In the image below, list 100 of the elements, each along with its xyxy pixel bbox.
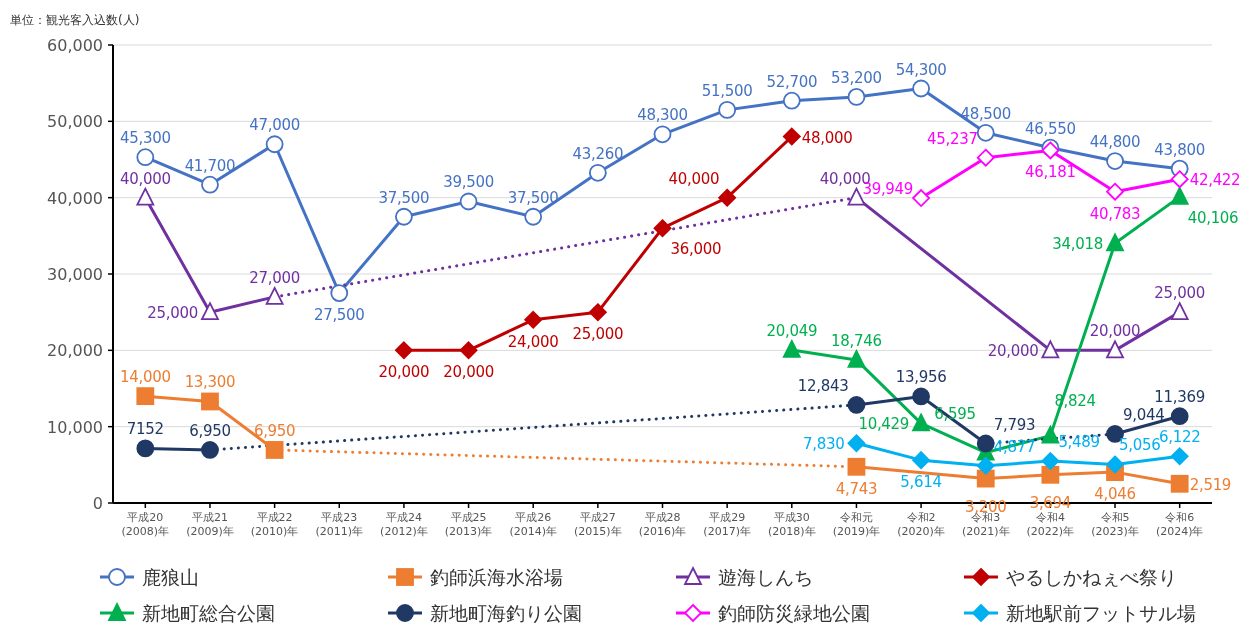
data-label: 40,106 bbox=[1187, 208, 1239, 227]
data-label: 13,300 bbox=[184, 373, 236, 392]
point bbox=[912, 413, 930, 432]
y-tick-label: 0 bbox=[92, 494, 103, 513]
data-label: 47,000 bbox=[249, 116, 300, 135]
data-label: 45,237 bbox=[927, 129, 978, 148]
data-label: 34,018 bbox=[1052, 235, 1104, 254]
point bbox=[782, 91, 801, 110]
y-tick-label: 60,000 bbox=[47, 36, 103, 55]
data-label: 12,843 bbox=[797, 376, 849, 395]
point bbox=[1106, 182, 1124, 201]
point bbox=[1170, 302, 1189, 321]
point bbox=[201, 302, 219, 321]
data-label: 9,044 bbox=[1123, 405, 1165, 424]
data-label: 4,046 bbox=[1094, 485, 1136, 504]
x-tick-label: 平成22 (2010)年 bbox=[250, 511, 299, 538]
point bbox=[265, 287, 284, 305]
point bbox=[524, 207, 543, 226]
point bbox=[1041, 340, 1060, 359]
y-tick-label: 10,000 bbox=[47, 417, 103, 437]
point bbox=[1106, 340, 1124, 359]
point bbox=[912, 189, 930, 207]
point bbox=[1041, 465, 1060, 484]
data-label: 40,783 bbox=[1089, 204, 1141, 223]
x-tick-label: 令和4 (2022)年 bbox=[1026, 511, 1075, 538]
point bbox=[136, 439, 155, 458]
data-label: 46,550 bbox=[1025, 119, 1076, 138]
point bbox=[588, 163, 607, 182]
data-label: 51,500 bbox=[701, 81, 753, 100]
legend-label: 鹿狼山 bbox=[142, 566, 199, 588]
data-label: 5,489 bbox=[1058, 433, 1100, 452]
point bbox=[1170, 474, 1189, 493]
data-label: 6,950 bbox=[253, 421, 296, 440]
point bbox=[718, 188, 737, 207]
x-tick-label: 平成23 (2011)年 bbox=[315, 511, 364, 538]
point bbox=[136, 148, 155, 167]
point bbox=[912, 79, 930, 98]
legend-label: 新地駅前フットサル場 bbox=[1006, 602, 1196, 624]
y-axis-title: 単位：観光客入込数(人) bbox=[10, 13, 140, 27]
data-label: 6,950 bbox=[189, 421, 231, 440]
point bbox=[976, 123, 995, 142]
x-tick-label: 令和2 (2020)年 bbox=[897, 511, 945, 538]
point bbox=[912, 451, 930, 470]
data-label: 52,700 bbox=[766, 72, 818, 91]
data-label: 25,000 bbox=[147, 304, 198, 323]
data-label: 48,300 bbox=[637, 106, 688, 125]
data-label: 46,181 bbox=[1025, 163, 1076, 182]
point bbox=[653, 125, 672, 144]
y-tick-label: 30,000 bbox=[47, 265, 103, 284]
data-label: 5,614 bbox=[900, 473, 942, 492]
point bbox=[395, 207, 413, 226]
data-label: 27,500 bbox=[313, 306, 365, 325]
y-tick-label: 40,000 bbox=[47, 188, 103, 208]
data-label: 24,000 bbox=[507, 332, 559, 351]
data-label: 2,519 bbox=[1189, 475, 1232, 494]
x-tick-label: 平成20 (2008)年 bbox=[121, 511, 170, 538]
point bbox=[718, 100, 737, 119]
data-label: 20,000 bbox=[1089, 322, 1141, 341]
point bbox=[1170, 170, 1189, 189]
point bbox=[524, 310, 543, 329]
legend-label: 釣師浜海水浴場 bbox=[430, 566, 563, 588]
x-tick-label: 平成21 (2009)年 bbox=[186, 511, 234, 538]
x-tick-label: 令和6 (2024)年 bbox=[1155, 511, 1204, 538]
point bbox=[847, 396, 866, 414]
data-label: 40,000 bbox=[668, 169, 720, 188]
data-label: 48,000 bbox=[801, 128, 853, 147]
data-label: 14,000 bbox=[119, 368, 171, 387]
data-label: 20,000 bbox=[987, 342, 1039, 361]
data-label: 37,500 bbox=[378, 188, 430, 207]
data-label: 25,000 bbox=[1154, 284, 1206, 303]
x-tick-label: 平成30 (2018)年 bbox=[768, 511, 816, 538]
x-tick-label: 平成26 (2014)年 bbox=[509, 511, 557, 538]
x-tick-label: 平成29 (2017)年 bbox=[703, 511, 751, 538]
data-label: 7152 bbox=[126, 420, 164, 439]
point bbox=[782, 340, 801, 358]
point bbox=[201, 392, 219, 411]
data-label: 25,000 bbox=[572, 325, 624, 344]
data-label: 4,743 bbox=[835, 479, 878, 498]
legend-label: 新地町海釣り公園 bbox=[430, 602, 582, 624]
point bbox=[1170, 447, 1189, 466]
x-tick-label: 平成28 (2016)年 bbox=[638, 511, 687, 538]
legend-label: 釣師防災緑地公園 bbox=[718, 602, 870, 624]
data-label: 44,800 bbox=[1089, 133, 1141, 152]
data-label: 42,422 bbox=[1189, 171, 1241, 190]
point bbox=[782, 127, 801, 146]
point bbox=[976, 456, 995, 475]
point bbox=[1041, 452, 1060, 470]
x-tick-label: 令和元 (2019)年 bbox=[832, 511, 881, 538]
point bbox=[976, 148, 995, 167]
data-label: 48,500 bbox=[960, 104, 1012, 123]
point bbox=[976, 434, 995, 453]
data-label: 39,500 bbox=[443, 173, 494, 192]
data-label: 20,000 bbox=[378, 363, 430, 382]
point bbox=[847, 350, 866, 368]
point bbox=[847, 88, 866, 106]
x-tick-label: 平成25 (2013)年 bbox=[444, 511, 493, 538]
data-label: 20,049 bbox=[766, 321, 818, 340]
data-label: 43,260 bbox=[572, 144, 624, 163]
point bbox=[847, 434, 866, 453]
y-tick-label: 20,000 bbox=[47, 341, 103, 361]
